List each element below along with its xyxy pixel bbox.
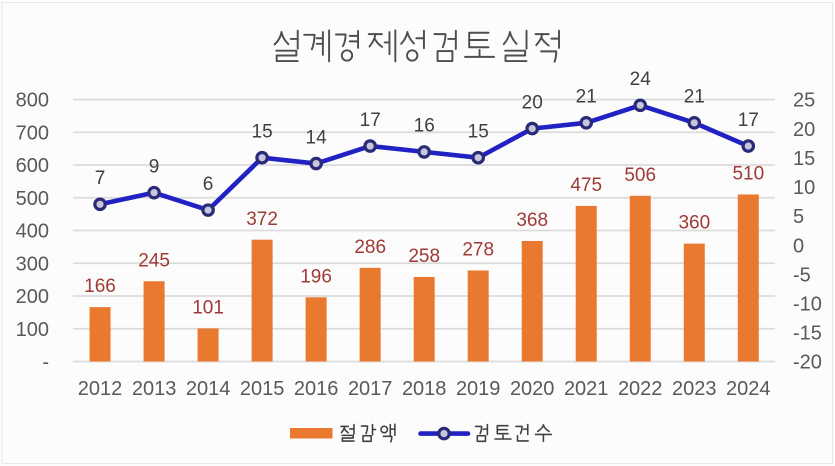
- svg-text:15: 15: [252, 122, 273, 143]
- svg-text:2015: 2015: [240, 378, 285, 400]
- svg-text:2014: 2014: [186, 378, 231, 400]
- svg-text:475: 475: [570, 175, 602, 196]
- svg-text:7: 7: [95, 168, 106, 189]
- svg-text:17: 17: [738, 110, 759, 131]
- svg-text:21: 21: [576, 87, 597, 108]
- svg-text:2024: 2024: [726, 378, 771, 400]
- svg-text:-: -: [42, 352, 49, 374]
- svg-text:166: 166: [84, 276, 116, 297]
- svg-text:368: 368: [516, 210, 548, 231]
- svg-text:25: 25: [793, 90, 815, 112]
- svg-text:2013: 2013: [132, 378, 177, 400]
- svg-text:17: 17: [360, 110, 381, 131]
- svg-text:16: 16: [414, 116, 435, 137]
- svg-text:510: 510: [732, 164, 764, 185]
- svg-text:196: 196: [300, 266, 332, 287]
- svg-text:200: 200: [16, 286, 49, 308]
- svg-text:286: 286: [354, 237, 386, 258]
- svg-text:2018: 2018: [402, 378, 447, 400]
- svg-text:14: 14: [306, 127, 328, 148]
- svg-text:20: 20: [793, 119, 815, 141]
- svg-text:9: 9: [149, 157, 160, 178]
- svg-text:2023: 2023: [672, 378, 717, 400]
- svg-text:2022: 2022: [618, 378, 663, 400]
- svg-text:372: 372: [246, 209, 278, 230]
- svg-text:-15: -15: [793, 323, 822, 345]
- svg-text:2016: 2016: [294, 378, 339, 400]
- svg-text:2012: 2012: [78, 378, 123, 400]
- svg-text:-5: -5: [793, 264, 811, 286]
- svg-text:20: 20: [522, 92, 543, 113]
- svg-text:2019: 2019: [456, 378, 501, 400]
- svg-text:-20: -20: [793, 352, 822, 374]
- svg-text:800: 800: [16, 90, 49, 112]
- svg-text:24: 24: [630, 69, 652, 90]
- svg-text:101: 101: [192, 298, 224, 319]
- svg-text:100: 100: [16, 319, 49, 341]
- svg-text:600: 600: [16, 155, 49, 177]
- svg-text:278: 278: [462, 240, 494, 261]
- svg-text:6: 6: [203, 174, 214, 195]
- svg-text:360: 360: [678, 213, 710, 234]
- svg-text:300: 300: [16, 253, 49, 275]
- svg-text:0: 0: [793, 235, 804, 257]
- svg-text:506: 506: [624, 165, 656, 186]
- svg-text:15: 15: [468, 122, 489, 143]
- svg-text:2020: 2020: [510, 378, 555, 400]
- svg-text:2017: 2017: [348, 378, 393, 400]
- svg-text:10: 10: [793, 177, 815, 199]
- svg-text:21: 21: [684, 87, 705, 108]
- svg-text:245: 245: [138, 250, 170, 271]
- svg-text:15: 15: [793, 148, 815, 170]
- svg-text:5: 5: [793, 206, 804, 228]
- svg-text:700: 700: [16, 122, 49, 144]
- svg-text:400: 400: [16, 221, 49, 243]
- svg-text:-10: -10: [793, 294, 822, 316]
- svg-text:500: 500: [16, 188, 49, 210]
- svg-text:2021: 2021: [564, 378, 609, 400]
- svg-text:258: 258: [408, 246, 440, 267]
